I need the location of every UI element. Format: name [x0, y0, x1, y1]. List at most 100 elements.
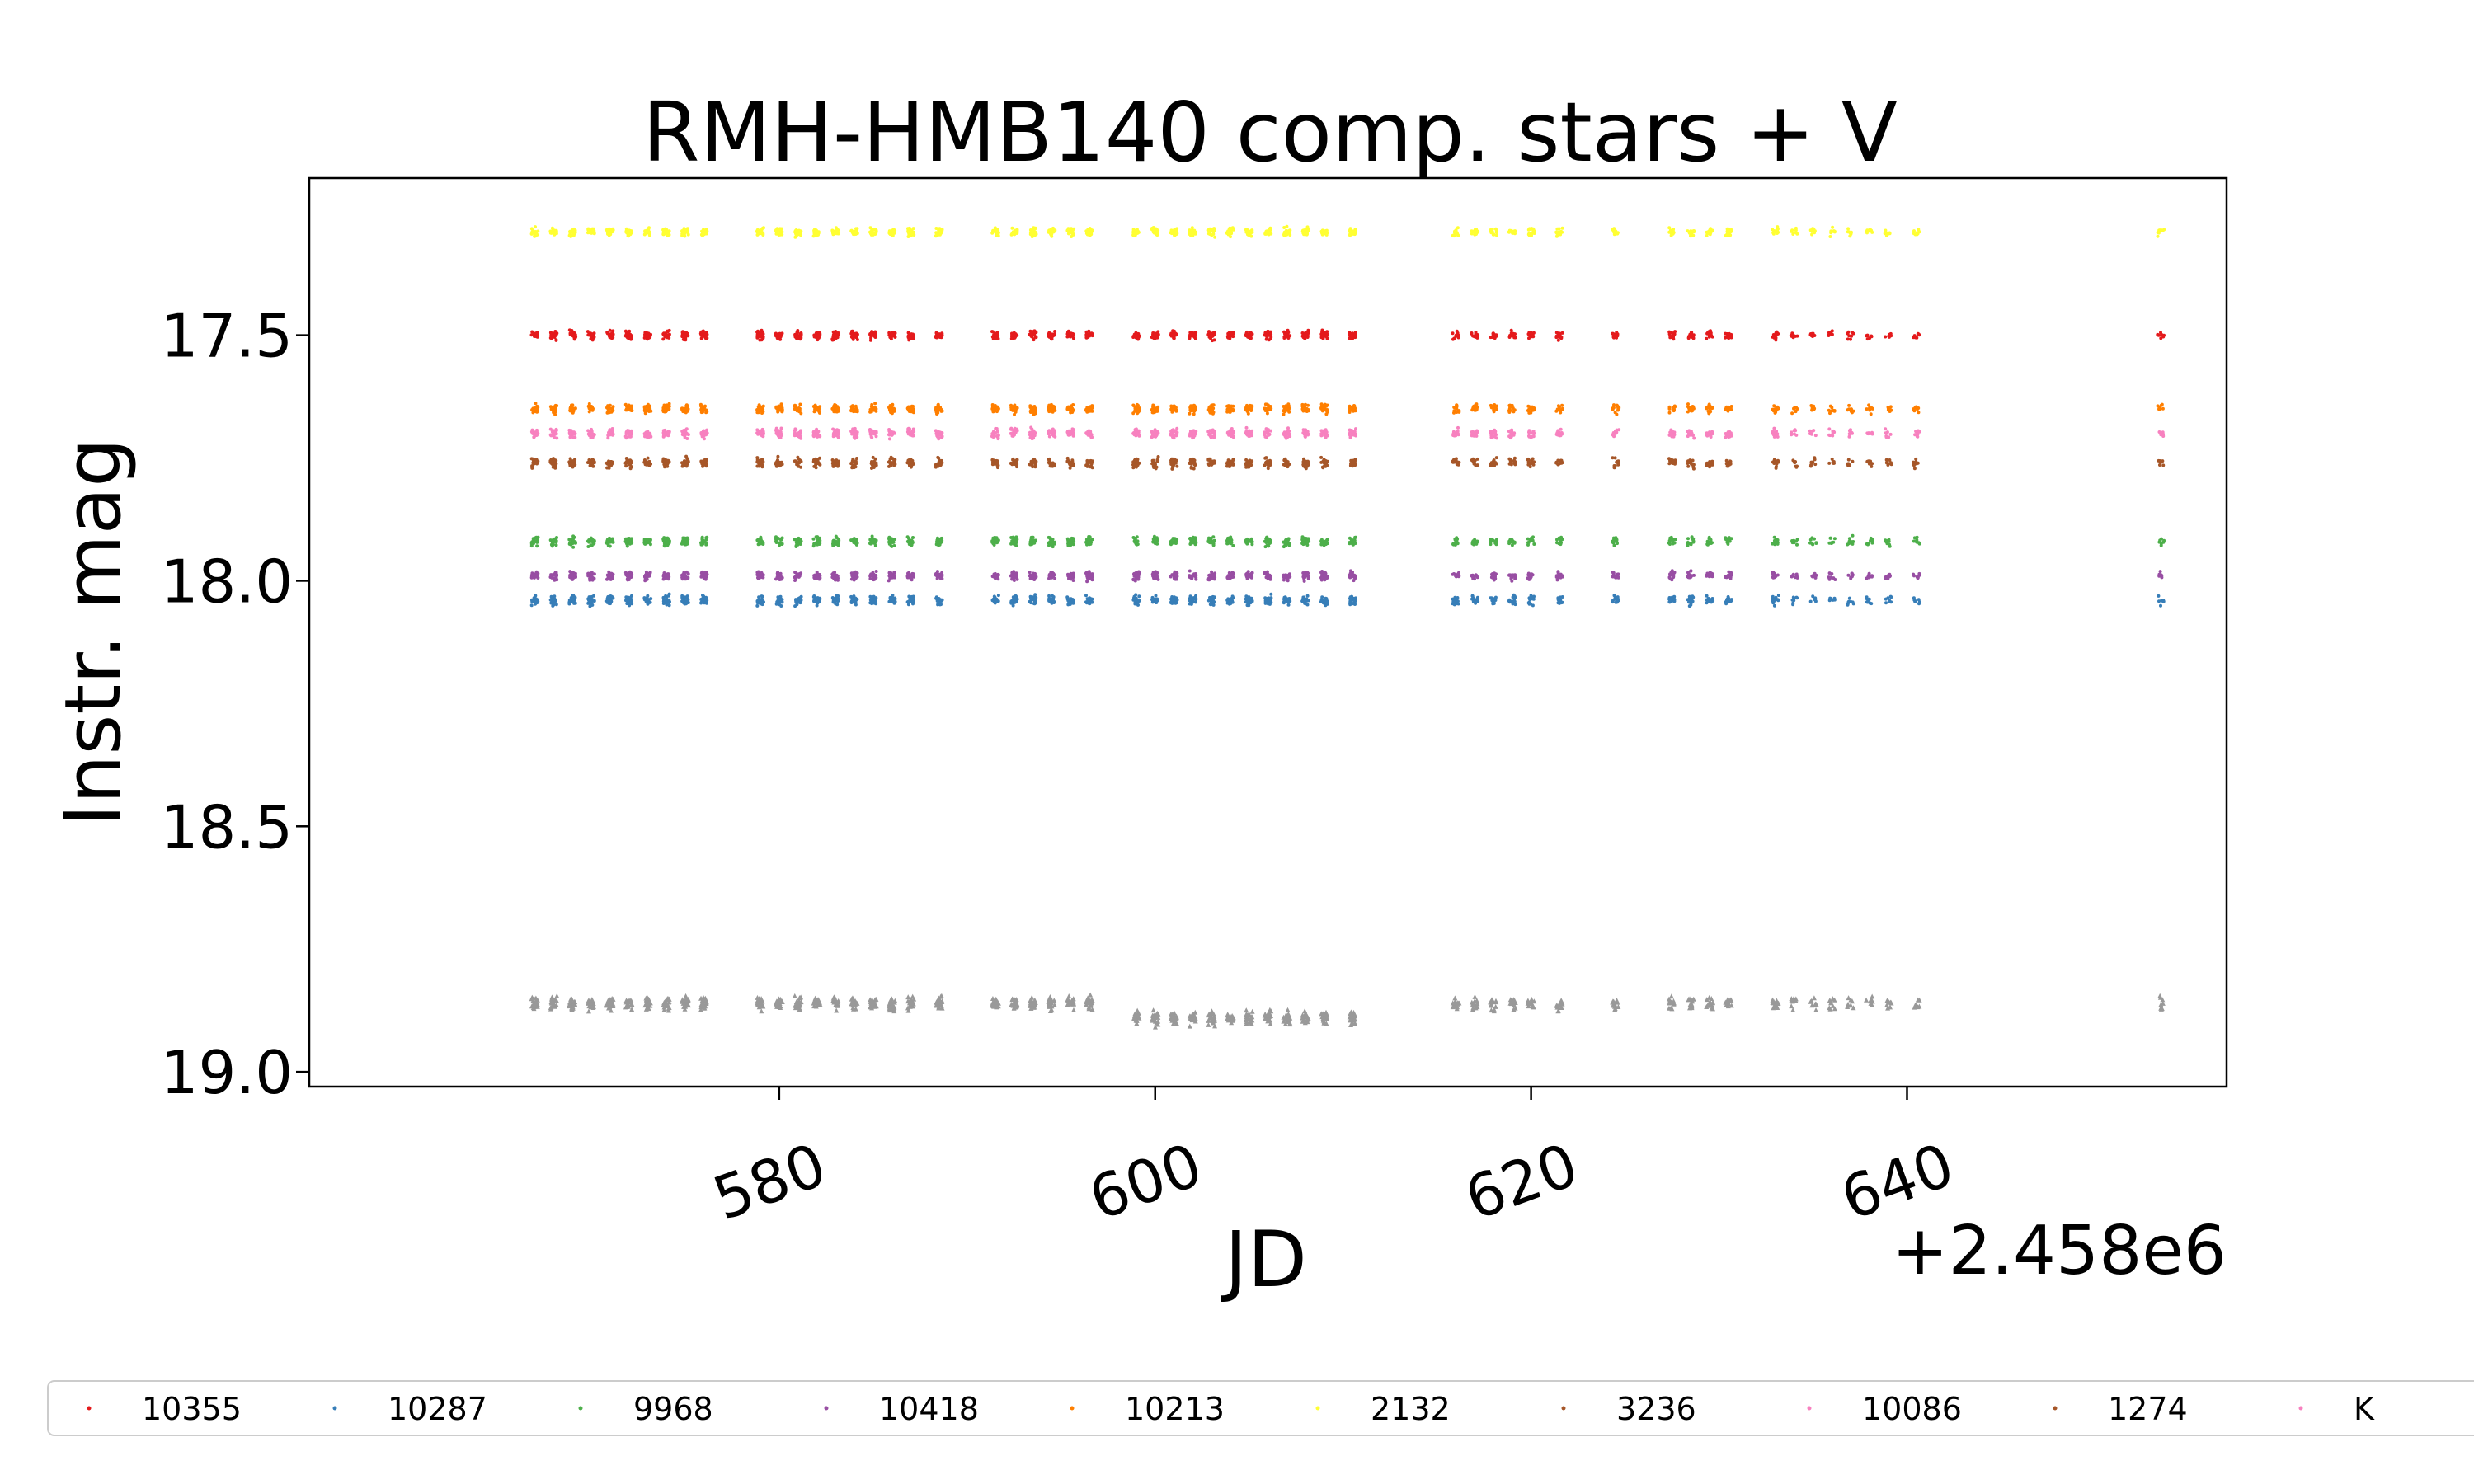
data-point — [1795, 542, 1799, 547]
data-point — [1263, 333, 1267, 337]
data-point — [662, 571, 666, 575]
data-point — [590, 539, 595, 542]
data-point — [684, 570, 689, 574]
data-point — [812, 333, 816, 337]
data-point — [1084, 594, 1088, 598]
data-point — [1245, 330, 1249, 334]
data-point — [1321, 601, 1325, 605]
data-point — [663, 331, 667, 336]
data-point — [1231, 335, 1235, 339]
data-point — [1030, 409, 1034, 413]
data-point — [1286, 537, 1291, 541]
data-point — [908, 541, 912, 545]
data-point — [1285, 332, 1289, 336]
data-point — [836, 331, 840, 335]
data-point — [1188, 569, 1192, 573]
data-point — [2162, 538, 2166, 542]
data-point — [590, 578, 595, 582]
data-point — [1789, 333, 1793, 337]
data-point — [874, 570, 878, 573]
data-point — [759, 600, 763, 604]
data-point — [1490, 538, 1494, 542]
data-point — [1174, 332, 1178, 336]
data-point — [1188, 594, 1192, 599]
data-point — [554, 405, 558, 408]
data-point — [911, 572, 915, 576]
data-point — [1136, 575, 1140, 579]
data-point — [934, 331, 938, 336]
data-point — [778, 577, 783, 581]
data-point — [1156, 330, 1160, 334]
data-point — [1830, 329, 1834, 333]
data-point — [1707, 541, 1711, 545]
data-point — [774, 540, 778, 544]
data-point — [1917, 332, 1921, 336]
data-point — [1705, 571, 1710, 575]
data-point — [1193, 600, 1197, 604]
data-point — [2157, 574, 2161, 578]
data-point — [1171, 333, 1174, 337]
data-point — [935, 538, 939, 542]
data-point — [611, 332, 615, 336]
data-point — [1888, 542, 1892, 547]
data-point — [905, 406, 910, 411]
data-point — [553, 336, 557, 339]
data-point — [1325, 334, 1329, 337]
data-point — [990, 539, 995, 543]
data-point — [705, 542, 708, 547]
data-point — [1172, 336, 1176, 340]
data-point — [1724, 602, 1729, 606]
data-point — [1832, 540, 1836, 544]
data-point — [1559, 601, 1564, 605]
data-point — [1616, 572, 1620, 576]
data-point — [1729, 335, 1733, 339]
data-point — [815, 572, 819, 576]
data-point — [681, 330, 684, 334]
data-point — [851, 599, 855, 603]
data-point — [1475, 597, 1479, 601]
data-point — [1250, 540, 1254, 543]
data-point — [1847, 596, 1851, 600]
data-point — [1172, 576, 1176, 580]
data-point — [1851, 533, 1855, 538]
data-point — [1452, 572, 1456, 575]
data-point — [699, 598, 703, 601]
data-point — [664, 599, 668, 603]
data-point — [1230, 597, 1234, 600]
data-point — [1833, 578, 1837, 581]
data-point — [1071, 542, 1075, 547]
data-point — [1529, 575, 1533, 579]
data-point — [1244, 599, 1249, 603]
data-point — [1830, 572, 1834, 575]
data-point — [793, 407, 797, 411]
data-point — [905, 535, 910, 539]
data-point — [1305, 571, 1310, 575]
data-point — [991, 597, 995, 601]
data-point — [774, 535, 778, 539]
data-point — [831, 599, 835, 602]
data-point — [703, 335, 707, 339]
data-point — [830, 338, 835, 342]
data-point — [1249, 336, 1253, 340]
data-point — [1532, 542, 1536, 546]
data-point — [704, 331, 708, 335]
data-point — [1085, 336, 1089, 339]
data-point — [852, 335, 856, 339]
data-point — [1032, 405, 1037, 408]
data-point — [1305, 331, 1309, 335]
data-point — [774, 331, 778, 336]
data-point — [1688, 599, 1691, 603]
data-point — [1672, 332, 1677, 336]
data-point — [1728, 572, 1732, 576]
data-point — [1348, 573, 1352, 577]
data-point — [1015, 406, 1019, 410]
data-point — [1773, 335, 1777, 339]
data-point — [552, 409, 555, 413]
data-point — [646, 337, 649, 341]
data-point — [1456, 602, 1460, 606]
data-point — [1527, 596, 1531, 600]
data-point — [1070, 599, 1075, 603]
data-point — [1527, 336, 1531, 340]
data-point — [910, 410, 915, 414]
data-point — [1869, 536, 1873, 540]
